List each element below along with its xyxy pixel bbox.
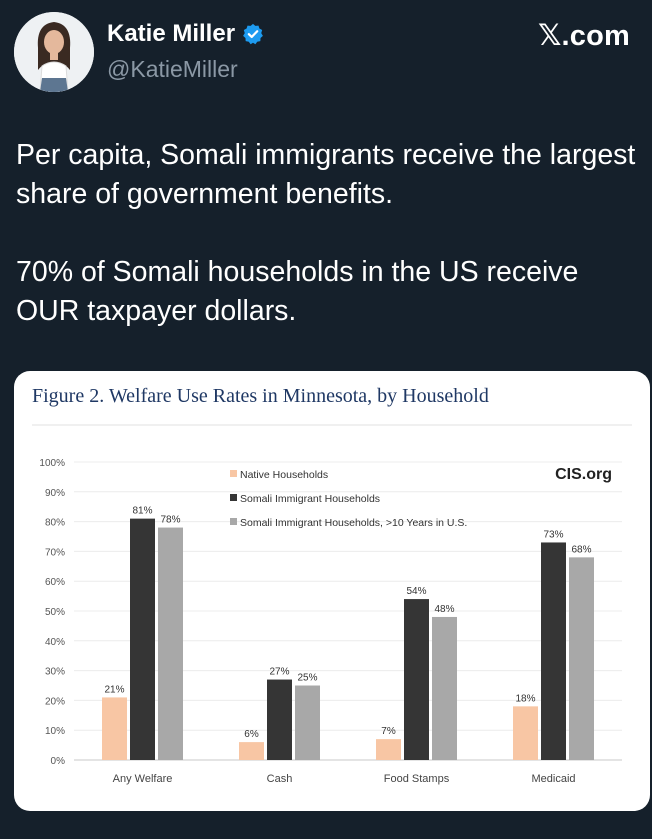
y-tick-label: 20% (45, 696, 65, 707)
tweet-paragraph: 70% of Somali households in the US recei… (16, 256, 579, 327)
bar-chart: Figure 2. Welfare Use Rates in Minnesota… (32, 385, 632, 785)
bar (404, 599, 429, 760)
tweet-paragraph: Per capita, Somali immigrants receive th… (16, 139, 636, 210)
y-tick-label: 100% (39, 458, 65, 469)
tweet-text: Per capita, Somali immigrants receive th… (16, 136, 636, 331)
bar (267, 679, 292, 760)
legend-label: Somali Immigrant Households (240, 493, 380, 505)
y-tick-label: 10% (45, 726, 65, 737)
data-label: 78% (160, 515, 180, 526)
bar (239, 742, 264, 760)
tweet-header: Katie Miller @KatieMiller 𝕏.com (0, 0, 652, 100)
data-label: 48% (434, 604, 454, 615)
bar (432, 616, 457, 760)
y-tick-label: 60% (45, 577, 65, 588)
x-tick-label: Food Stamps (384, 773, 450, 785)
x-brand-label: 𝕏.com (537, 20, 630, 52)
y-tick-label: 90% (45, 488, 65, 499)
data-label: 81% (132, 506, 152, 517)
y-tick-label: 70% (45, 547, 65, 558)
chart-title: Figure 2. Welfare Use Rates in Minnesota… (32, 385, 489, 407)
legend-swatch (230, 518, 237, 525)
bar (569, 557, 594, 760)
data-label: 6% (244, 729, 259, 740)
x-tick-label: Medicaid (531, 773, 575, 785)
legend-label: Somali Immigrant Households, >10 Years i… (240, 517, 467, 529)
y-tick-label: 80% (45, 518, 65, 529)
bar (541, 542, 566, 760)
source-label: CIS.org (555, 466, 612, 483)
bar (102, 697, 127, 760)
bar (295, 685, 320, 760)
data-label: 54% (406, 586, 426, 597)
legend-swatch (230, 470, 237, 477)
data-label: 68% (571, 544, 591, 555)
author-name[interactable]: Katie Miller (107, 20, 236, 47)
bar (158, 527, 183, 760)
author-handle[interactable]: @KatieMiller (107, 56, 238, 82)
legend-swatch (230, 494, 237, 501)
data-label: 21% (104, 684, 124, 695)
data-label: 73% (543, 529, 563, 540)
y-tick-label: 40% (45, 637, 65, 648)
data-label: 18% (515, 693, 535, 704)
data-label: 25% (297, 673, 317, 684)
legend-label: Native Households (240, 469, 328, 481)
verified-badge-icon (243, 23, 263, 45)
data-label: 27% (269, 667, 289, 678)
bar (513, 706, 538, 760)
data-label: 7% (381, 726, 396, 737)
y-tick-label: 0% (51, 756, 66, 767)
profile-photo-icon (14, 12, 94, 92)
x-tick-label: Any Welfare (113, 773, 173, 785)
bar (130, 518, 155, 760)
bar (376, 739, 401, 760)
avatar[interactable] (14, 12, 94, 92)
y-tick-label: 30% (45, 667, 65, 678)
tweet-media-chart[interactable]: Figure 2. Welfare Use Rates in Minnesota… (14, 371, 650, 811)
x-tick-label: Cash (267, 773, 293, 785)
y-tick-label: 50% (45, 607, 65, 618)
